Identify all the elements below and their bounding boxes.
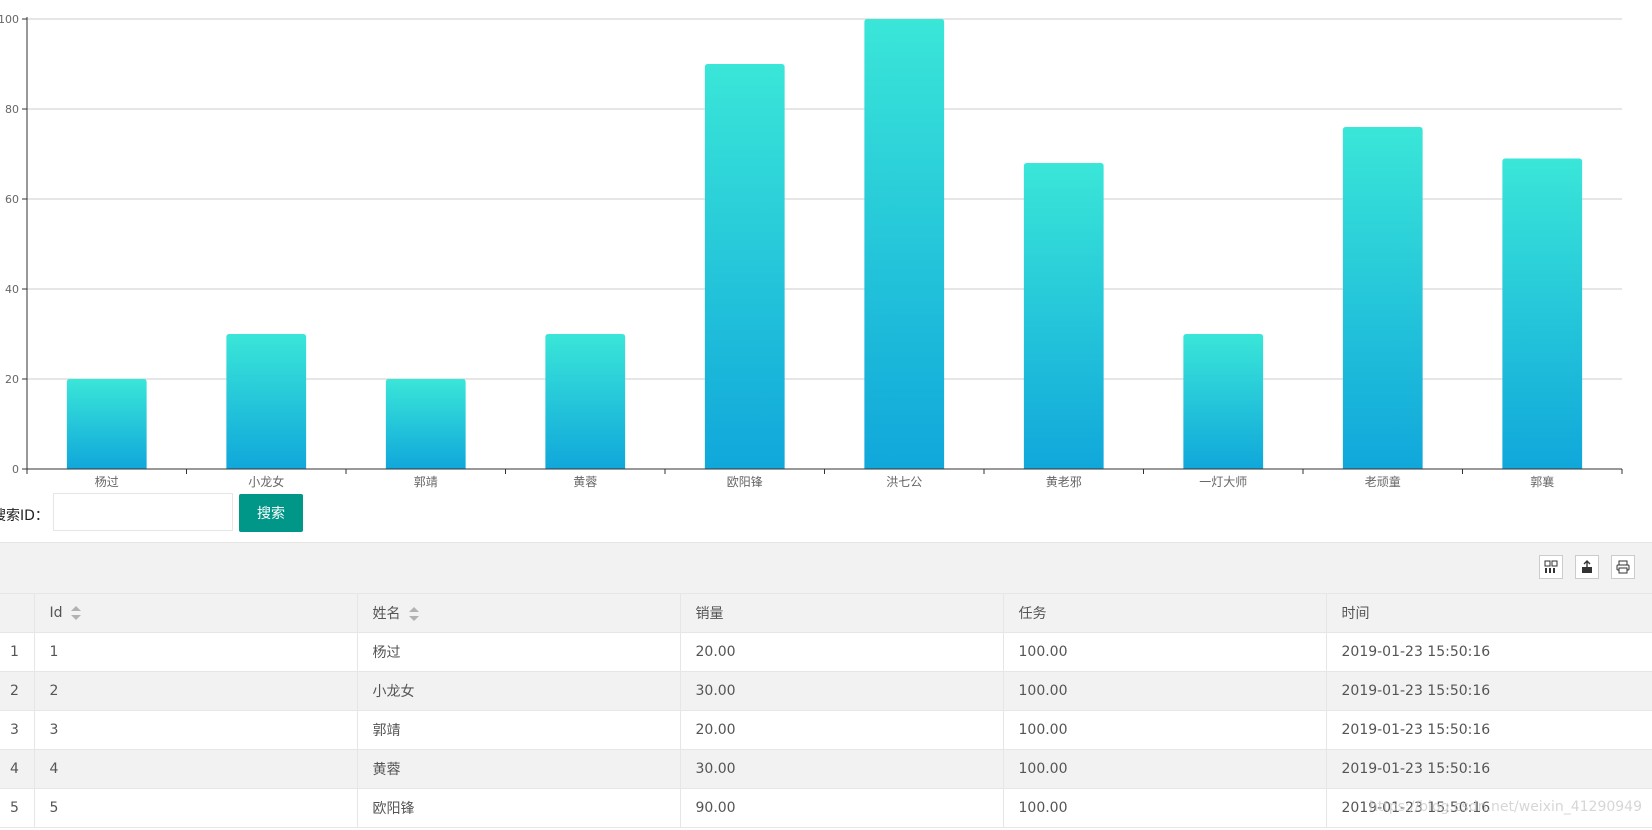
x-tick-label: 郭襄 — [1530, 474, 1554, 489]
row-number: 5 — [0, 788, 35, 828]
search-label: 搜索ID： — [0, 508, 49, 524]
cell-sales: 30.00 — [680, 749, 1004, 789]
cell-task: 100.00 — [1003, 710, 1327, 750]
cell-sales: 30.00 — [680, 671, 1004, 711]
row-number: 1 — [0, 632, 35, 672]
table-header-row: Id 姓名 销量 任务 时间 — [0, 594, 1652, 633]
x-tick-label: 郭靖 — [414, 475, 438, 489]
header-rownum — [0, 594, 35, 633]
columns-icon[interactable] — [1539, 555, 1563, 579]
sort-icon[interactable] — [408, 607, 419, 621]
header-time: 时间 — [1326, 594, 1652, 633]
table-row[interactable]: 3 3 郭靖 20.00 100.00 2019-01-23 15:50:16 — [0, 710, 1652, 750]
y-tick-label: 20 — [5, 373, 19, 386]
x-tick-label: 黄蓉 — [573, 475, 597, 489]
search-bar: 搜索ID： 搜索 — [0, 493, 1652, 533]
search-button[interactable]: 搜索 — [239, 494, 303, 532]
bar — [864, 19, 945, 469]
export-icon[interactable] — [1575, 555, 1599, 579]
sort-icon[interactable] — [70, 606, 81, 620]
header-name-label: 姓名 — [372, 606, 401, 622]
cell-name: 小龙女 — [357, 671, 681, 711]
x-tick-label: 杨过 — [95, 474, 119, 489]
cell-time: 2019-01-23 15:50:16 — [1326, 788, 1652, 828]
cell-time: 2019-01-23 15:50:16 — [1326, 710, 1652, 750]
cell-id: 3 — [34, 710, 358, 750]
bar — [1502, 158, 1583, 469]
cell-sales: 20.00 — [680, 710, 1004, 750]
cell-time: 2019-01-23 15:50:16 — [1326, 749, 1652, 789]
x-tick-label: 小龙女 — [248, 474, 284, 489]
header-id-label: Id — [49, 605, 63, 621]
y-tick-label: 80 — [5, 103, 19, 116]
table-row[interactable]: 4 4 黄蓉 30.00 100.00 2019-01-23 15:50:16 — [0, 749, 1652, 789]
print-icon[interactable] — [1611, 555, 1635, 579]
cell-name: 郭靖 — [357, 710, 681, 750]
bar — [1183, 334, 1264, 469]
cell-name: 欧阳锋 — [357, 788, 681, 828]
search-input[interactable] — [53, 493, 233, 531]
bar — [385, 379, 466, 469]
x-tick-label: 洪七公 — [886, 475, 922, 489]
cell-task: 100.00 — [1003, 788, 1327, 828]
cell-time: 2019-01-23 15:50:16 — [1326, 671, 1652, 711]
header-sales: 销量 — [680, 594, 1004, 633]
bar-chart: 0 20 40 60 80 100 杨过 小龙女 郭靖 黄蓉 欧阳锋 洪七公 黄老邪 一灯大师 老顽童 郭襄 — [0, 13, 1623, 489]
cell-id: 4 — [34, 749, 358, 789]
y-tick-label: 100 — [0, 13, 19, 26]
y-tick-label: 0 — [12, 463, 19, 476]
cell-time: 2019-01-23 15:50:16 — [1326, 632, 1652, 672]
bar — [1342, 127, 1423, 469]
bar — [1023, 163, 1104, 469]
x-tick-label: 欧阳锋 — [727, 475, 763, 489]
header-task: 任务 — [1003, 594, 1327, 633]
x-tick-label: 一灯大师 — [1199, 475, 1247, 489]
bar — [545, 334, 626, 469]
y-tick-label: 40 — [5, 283, 19, 296]
header-id[interactable]: Id — [34, 594, 358, 633]
table-row[interactable]: 2 2 小龙女 30.00 100.00 2019-01-23 15:50:16 — [0, 671, 1652, 711]
table-toolbar — [0, 543, 1652, 594]
x-tick-label: 黄老邪 — [1046, 475, 1082, 489]
bar — [66, 379, 147, 469]
cell-name: 杨过 — [357, 632, 681, 672]
row-number: 2 — [0, 671, 35, 711]
cell-id: 2 — [34, 671, 358, 711]
y-tick-label: 60 — [5, 193, 19, 206]
cell-task: 100.00 — [1003, 671, 1327, 711]
x-tick-label: 老顽童 — [1365, 474, 1401, 489]
cell-id: 1 — [34, 632, 358, 672]
cell-task: 100.00 — [1003, 632, 1327, 672]
bar — [704, 64, 785, 469]
row-number: 4 — [0, 749, 35, 789]
row-number: 3 — [0, 710, 35, 750]
table-row[interactable]: 5 5 欧阳锋 90.00 100.00 2019-01-23 15:50:16 — [0, 788, 1652, 828]
data-table-container: Id 姓名 销量 任务 时间 1 1 杨过 20.00 100.00 2019-… — [0, 542, 1652, 830]
bar — [226, 334, 307, 469]
cell-sales: 90.00 — [680, 788, 1004, 828]
header-name[interactable]: 姓名 — [357, 594, 681, 633]
cell-task: 100.00 — [1003, 749, 1327, 789]
cell-name: 黄蓉 — [357, 749, 681, 789]
cell-sales: 20.00 — [680, 632, 1004, 672]
data-table: Id 姓名 销量 任务 时间 1 1 杨过 20.00 100.00 2019-… — [0, 594, 1652, 828]
table-row[interactable]: 1 1 杨过 20.00 100.00 2019-01-23 15:50:16 — [0, 632, 1652, 672]
cell-id: 5 — [34, 788, 358, 828]
